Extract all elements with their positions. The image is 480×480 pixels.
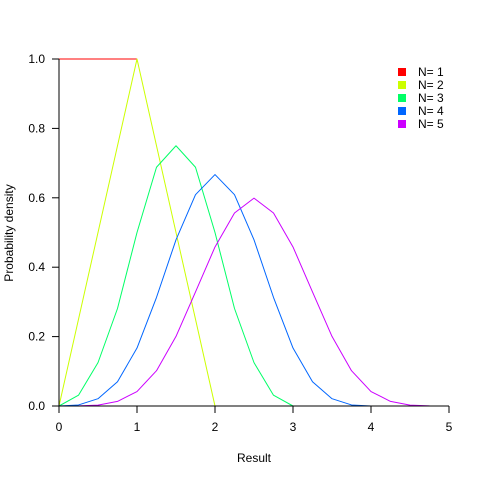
- series-line-n3: [58, 145, 294, 407]
- x-tick-label: 1: [134, 420, 141, 434]
- x-ticks: 0 1 2 3 4 5: [56, 406, 453, 434]
- y-tick-label: 0.0: [28, 399, 45, 413]
- y-ticks: 0.0 0.2 0.4 0.6 0.8 1.0: [28, 52, 59, 413]
- y-axis: 0.0 0.2 0.4 0.6 0.8 1.0 Probability density: [2, 52, 60, 413]
- legend-swatch: [398, 81, 406, 89]
- legend-label: N= 4: [418, 104, 444, 118]
- legend-label: N= 2: [418, 78, 444, 92]
- legend: N= 1N= 2N= 3N= 4N= 5: [398, 65, 444, 131]
- y-tick-label: 0.6: [28, 191, 45, 205]
- y-tick-label: 0.2: [28, 330, 45, 344]
- legend-swatch: [398, 107, 406, 115]
- series-lines: [58, 58, 450, 407]
- x-tick-label: 4: [368, 420, 375, 434]
- x-tick-label: 5: [446, 420, 453, 434]
- legend-label: N= 1: [418, 65, 444, 79]
- y-tick-label: 0.8: [28, 121, 45, 135]
- legend-swatch: [398, 68, 406, 76]
- x-tick-label: 3: [290, 420, 297, 434]
- x-tick-label: 0: [56, 420, 63, 434]
- x-axis-label: Result: [237, 451, 272, 465]
- x-tick-label: 2: [212, 420, 219, 434]
- series-line-n2: [58, 58, 216, 407]
- legend-swatch: [398, 94, 406, 102]
- legend-label: N= 5: [418, 117, 444, 131]
- y-tick-label: 1.0: [28, 52, 45, 66]
- legend-swatch: [398, 120, 406, 128]
- series-line-n4: [58, 174, 372, 407]
- y-tick-label: 0.4: [28, 260, 45, 274]
- y-axis-label: Probability density: [2, 184, 16, 281]
- legend-label: N= 3: [418, 91, 444, 105]
- plot-area: [58, 58, 450, 407]
- x-axis: 0 1 2 3 4 5 Result: [56, 405, 453, 465]
- series-line-n5: [58, 197, 450, 407]
